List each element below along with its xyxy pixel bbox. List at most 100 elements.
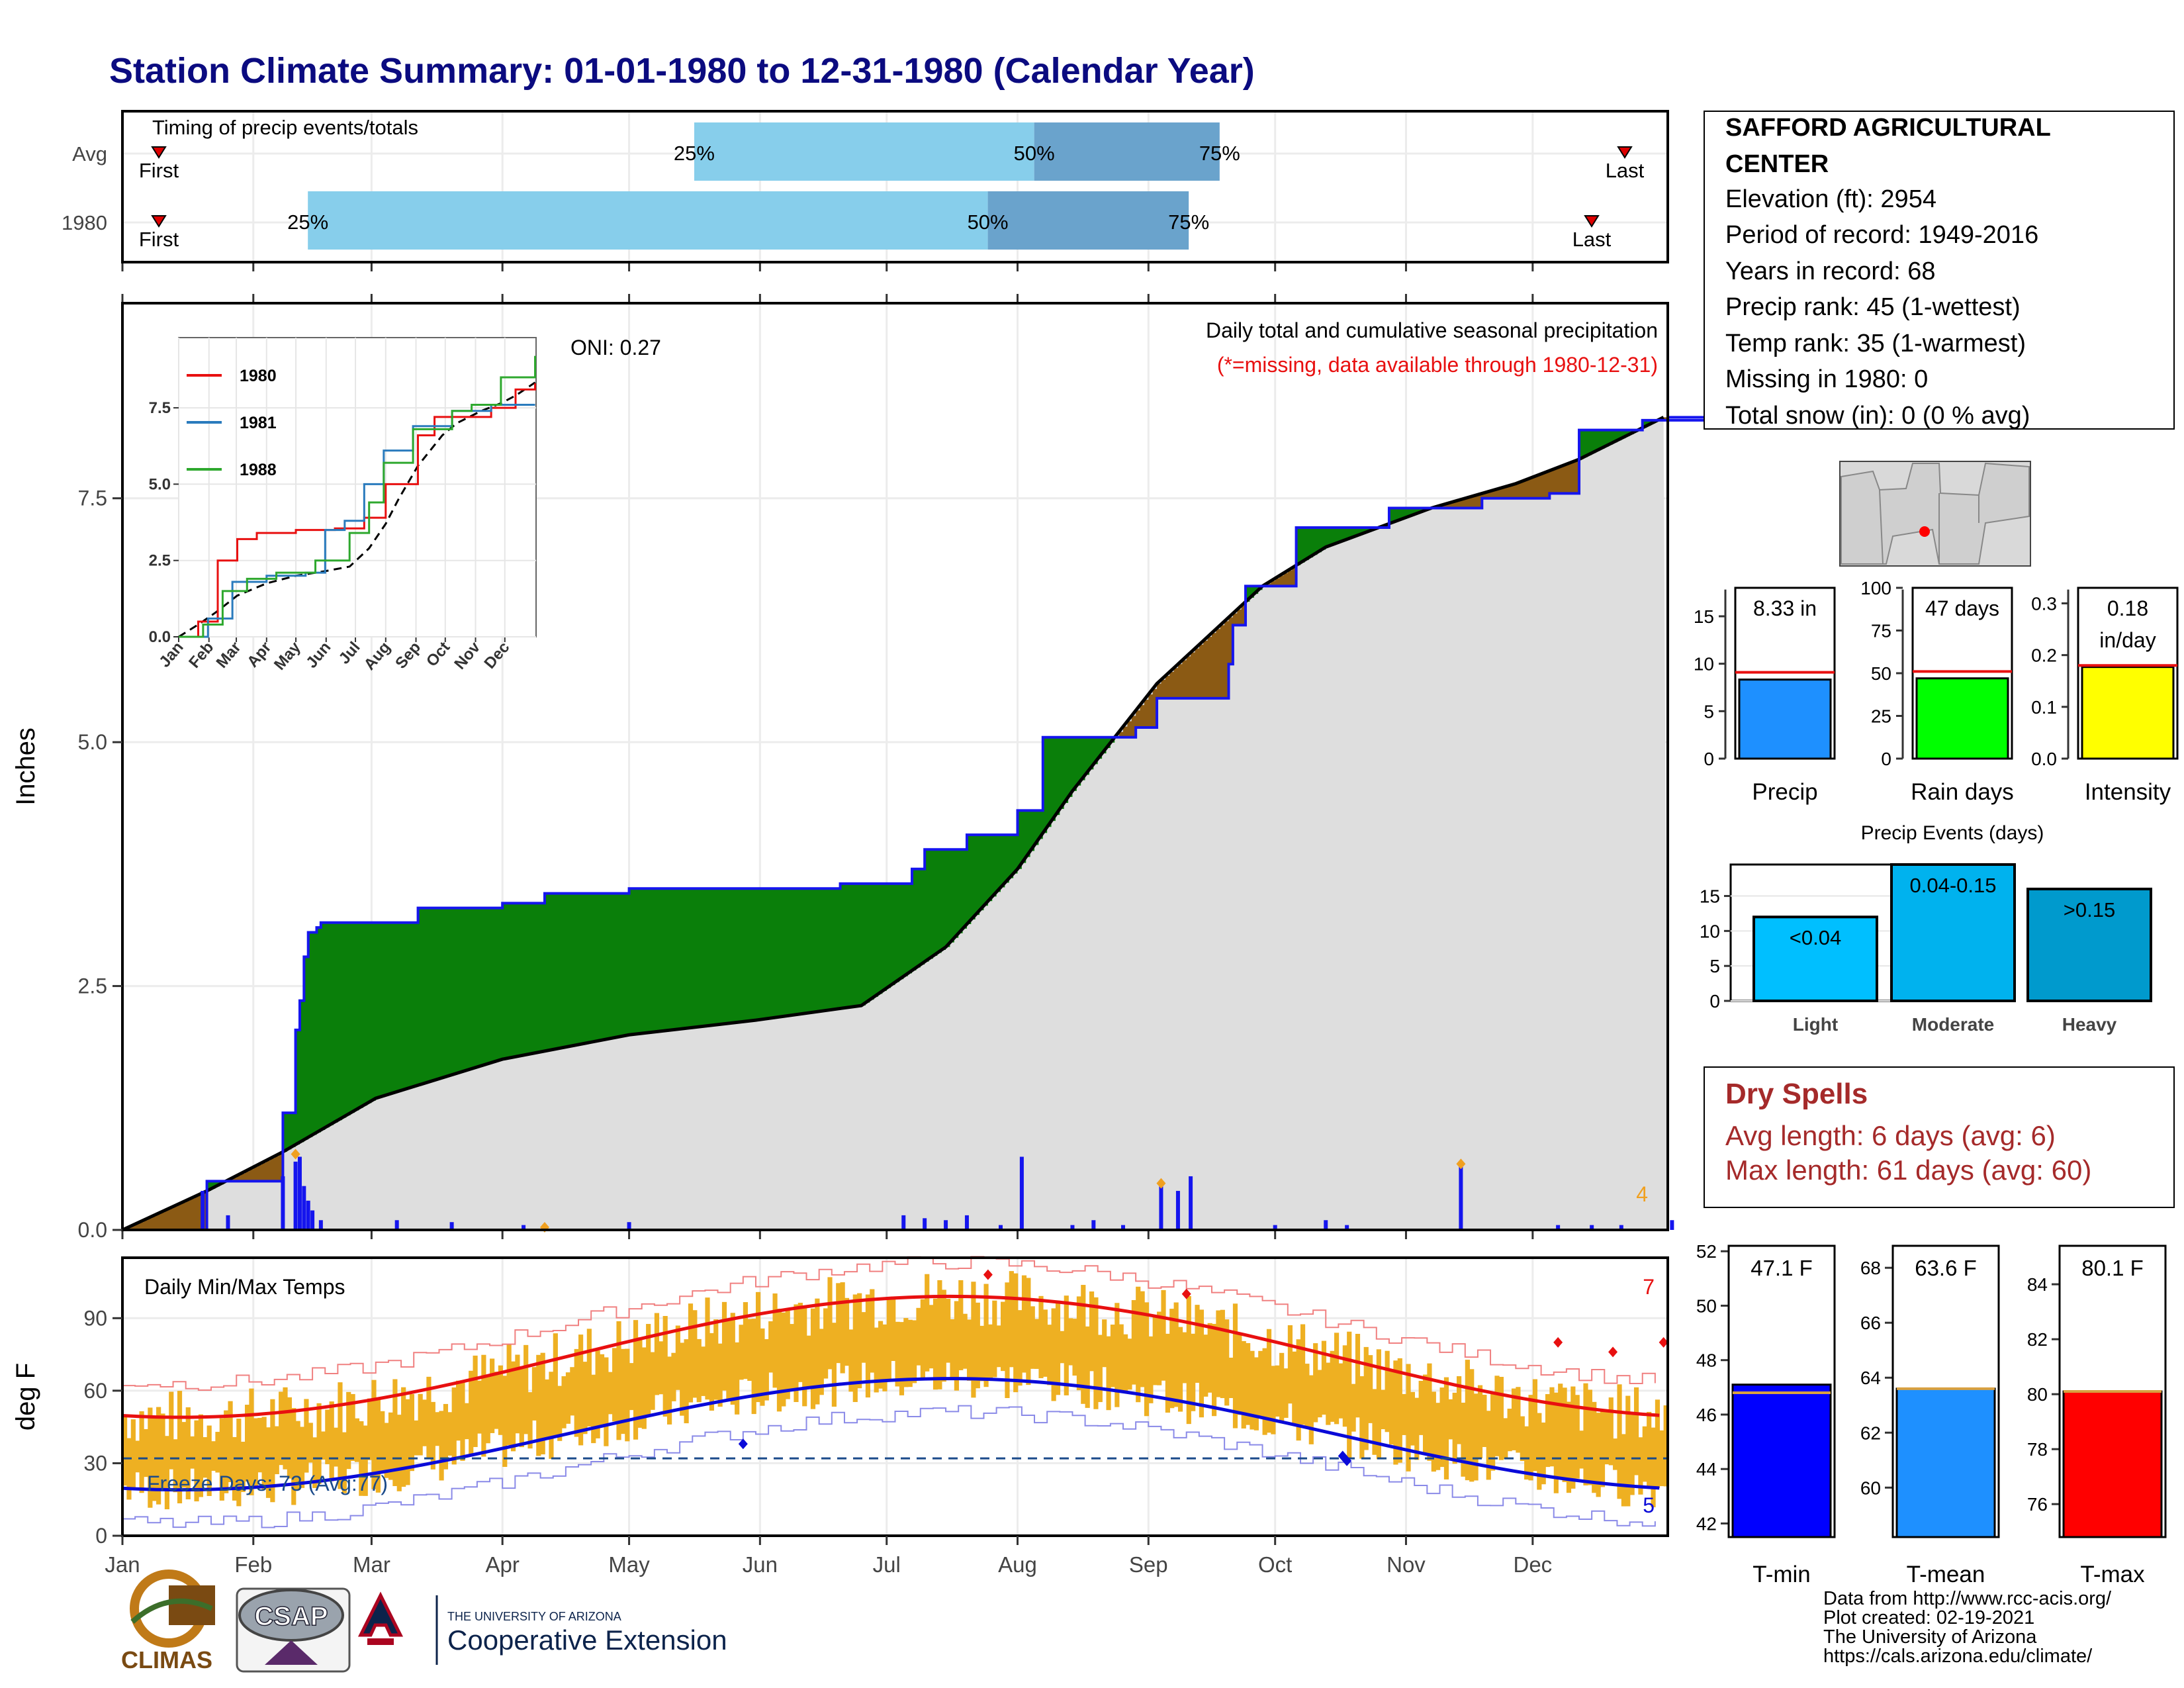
daily-temp-bar <box>662 1316 668 1417</box>
daily-temp-bar <box>1482 1395 1487 1447</box>
daily-temp-bar <box>891 1296 896 1361</box>
daily-temp-bar <box>283 1387 288 1470</box>
daily-temp-bar <box>506 1344 512 1446</box>
daily-temp-bar <box>586 1329 592 1427</box>
daily-temp-bar <box>933 1298 938 1390</box>
daily-precip-bar <box>964 1215 969 1230</box>
daily-temp-bar <box>1520 1416 1525 1462</box>
month-label: Dec <box>1514 1552 1553 1577</box>
daily-precip-bar <box>1619 1225 1623 1230</box>
daily-temp-bar <box>443 1403 449 1470</box>
daily-precip-bar <box>1324 1220 1328 1230</box>
daily-temp-bar <box>861 1312 866 1363</box>
daily-temp-bar <box>1494 1376 1500 1456</box>
daily-precip-bar <box>627 1222 631 1230</box>
daily-temp-bar <box>1038 1295 1044 1378</box>
summary-value: 0.18 <box>2107 596 2148 620</box>
daily-temp-bar <box>1566 1401 1572 1493</box>
daily-temp-bar <box>1021 1275 1027 1373</box>
daily-temp-bar <box>531 1367 537 1421</box>
precip-subtitle: Daily total and cumulative seasonal prec… <box>1206 318 1658 342</box>
month-label: Jul <box>873 1552 901 1577</box>
daily-temp-bar <box>553 1333 558 1436</box>
daily-temp-bar <box>143 1429 149 1477</box>
tsum-y-tick-label: 62 <box>1860 1423 1881 1443</box>
daily-temp-bar <box>1486 1411 1491 1480</box>
daily-temp-bar <box>375 1399 381 1493</box>
daily-temp-bar <box>1558 1383 1563 1478</box>
daily-temp-bar <box>396 1415 402 1491</box>
daily-temp-bar <box>287 1397 292 1479</box>
daily-temp-bar <box>1009 1271 1014 1368</box>
tsum-label: T-mean <box>1907 1562 1985 1587</box>
daily-temp-bar <box>958 1280 964 1370</box>
daily-temp-bar <box>473 1355 478 1447</box>
daily-temp-bar <box>987 1324 993 1380</box>
station-precip-rank: Precip rank: 45 (1-wettest) <box>1725 293 2021 321</box>
tsum-y-tick-label: 80 <box>2027 1384 2048 1405</box>
daily-temp-bar <box>1326 1362 1331 1425</box>
daily-temp-bar <box>1613 1438 1618 1470</box>
daily-temp-bar <box>354 1418 360 1462</box>
daily-temp-bar <box>1431 1391 1436 1472</box>
daily-temp-bar <box>1195 1305 1200 1383</box>
temp-count-high: 7 <box>1643 1275 1655 1299</box>
daily-temp-bar <box>1498 1376 1504 1460</box>
timing-bar-25-50 <box>694 122 1034 181</box>
record-low-line <box>122 1405 1656 1528</box>
daily-temp-bar <box>751 1319 756 1415</box>
daily-temp-bar <box>1068 1318 1073 1366</box>
daily-temp-bar <box>177 1391 183 1504</box>
daily-temp-bar <box>1642 1426 1647 1482</box>
daily-temp-bar <box>726 1318 731 1399</box>
daily-temp-bar <box>1562 1387 1567 1482</box>
daily-temp-bar <box>966 1319 972 1381</box>
tsum-y-tick-label: 66 <box>1860 1313 1881 1333</box>
summary-label: Intensity <box>2085 779 2171 805</box>
timing-label-25: 25% <box>287 211 328 234</box>
daily-temp-bar <box>925 1274 930 1372</box>
daily-temp-bar <box>1207 1323 1212 1393</box>
climas-logo-text: CLIMAS <box>121 1646 212 1673</box>
first-event-marker <box>151 215 167 228</box>
daily-temp-bar <box>1334 1333 1340 1425</box>
daily-temp-bar <box>122 1416 128 1486</box>
daily-precip-bar <box>1345 1225 1349 1230</box>
daily-temp-bar <box>1102 1319 1107 1368</box>
events-bar-value: <0.04 <box>1790 926 1841 949</box>
daily-precip-bar <box>1556 1225 1561 1230</box>
daily-temp-bar <box>1300 1324 1306 1425</box>
daily-temp-bar <box>646 1324 651 1417</box>
daily-temp-bar <box>1051 1308 1056 1401</box>
daily-temp-bar <box>291 1408 296 1505</box>
daily-temp-bar <box>827 1277 833 1370</box>
daily-temp-bar <box>409 1393 415 1472</box>
daily-temp-bar <box>422 1399 428 1446</box>
daily-temp-bar <box>388 1412 394 1480</box>
timing-label-year: 1980 <box>62 211 107 234</box>
tsum-bar-t-mean <box>1895 1387 1996 1538</box>
daily-temp-bar <box>1127 1338 1132 1390</box>
daily-temp-bar <box>1173 1302 1179 1407</box>
daily-temp-bar <box>1017 1310 1023 1386</box>
daily-temp-bar <box>1511 1388 1517 1450</box>
daily-temp-bar <box>1457 1376 1462 1444</box>
daily-temp-bar <box>730 1313 735 1405</box>
daily-temp-bar <box>236 1419 242 1507</box>
daily-temp-bar <box>1532 1379 1538 1472</box>
daily-temp-bar <box>469 1370 474 1456</box>
daily-temp-bar <box>1034 1319 1040 1369</box>
precip-y-tick-label: 2.5 <box>78 974 107 998</box>
daily-temp-bar <box>1503 1418 1508 1460</box>
inset-y-tick-label: 2.5 <box>149 552 171 570</box>
daily-temp-bar <box>181 1422 187 1488</box>
daily-temp-bar <box>414 1420 419 1456</box>
record-high-marker <box>1553 1336 1563 1348</box>
daily-temp-bar <box>228 1401 233 1482</box>
daily-temp-bar <box>616 1321 621 1440</box>
daily-temp-bar <box>570 1367 575 1416</box>
precip-y-tick-label: 7.5 <box>78 487 107 510</box>
daily-temp-bar <box>721 1301 727 1391</box>
daily-temp-bar <box>705 1297 710 1400</box>
daily-temp-bar <box>1266 1329 1272 1433</box>
